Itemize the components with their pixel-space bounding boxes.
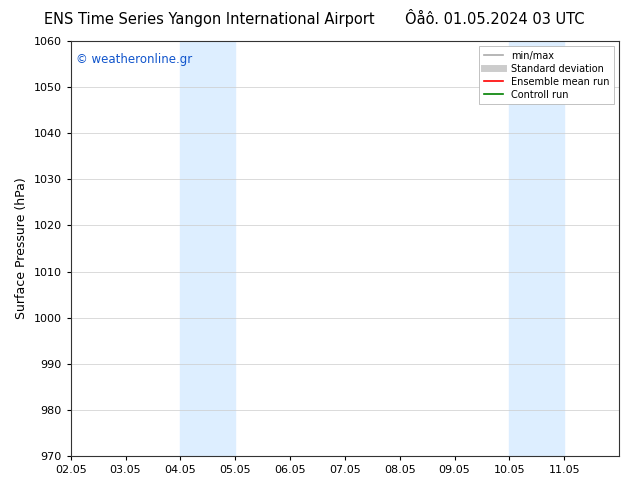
Y-axis label: Surface Pressure (hPa): Surface Pressure (hPa) [15,178,28,319]
Text: © weatheronline.gr: © weatheronline.gr [76,53,193,67]
Legend: min/max, Standard deviation, Ensemble mean run, Controll run: min/max, Standard deviation, Ensemble me… [479,46,614,104]
Bar [509,41,564,456]
Text: ENS Time Series Yangon International Airport: ENS Time Series Yangon International Air… [44,12,375,27]
Text: Ôåô. 01.05.2024 03 UTC: Ôåô. 01.05.2024 03 UTC [404,12,585,27]
Bar [180,41,235,456]
